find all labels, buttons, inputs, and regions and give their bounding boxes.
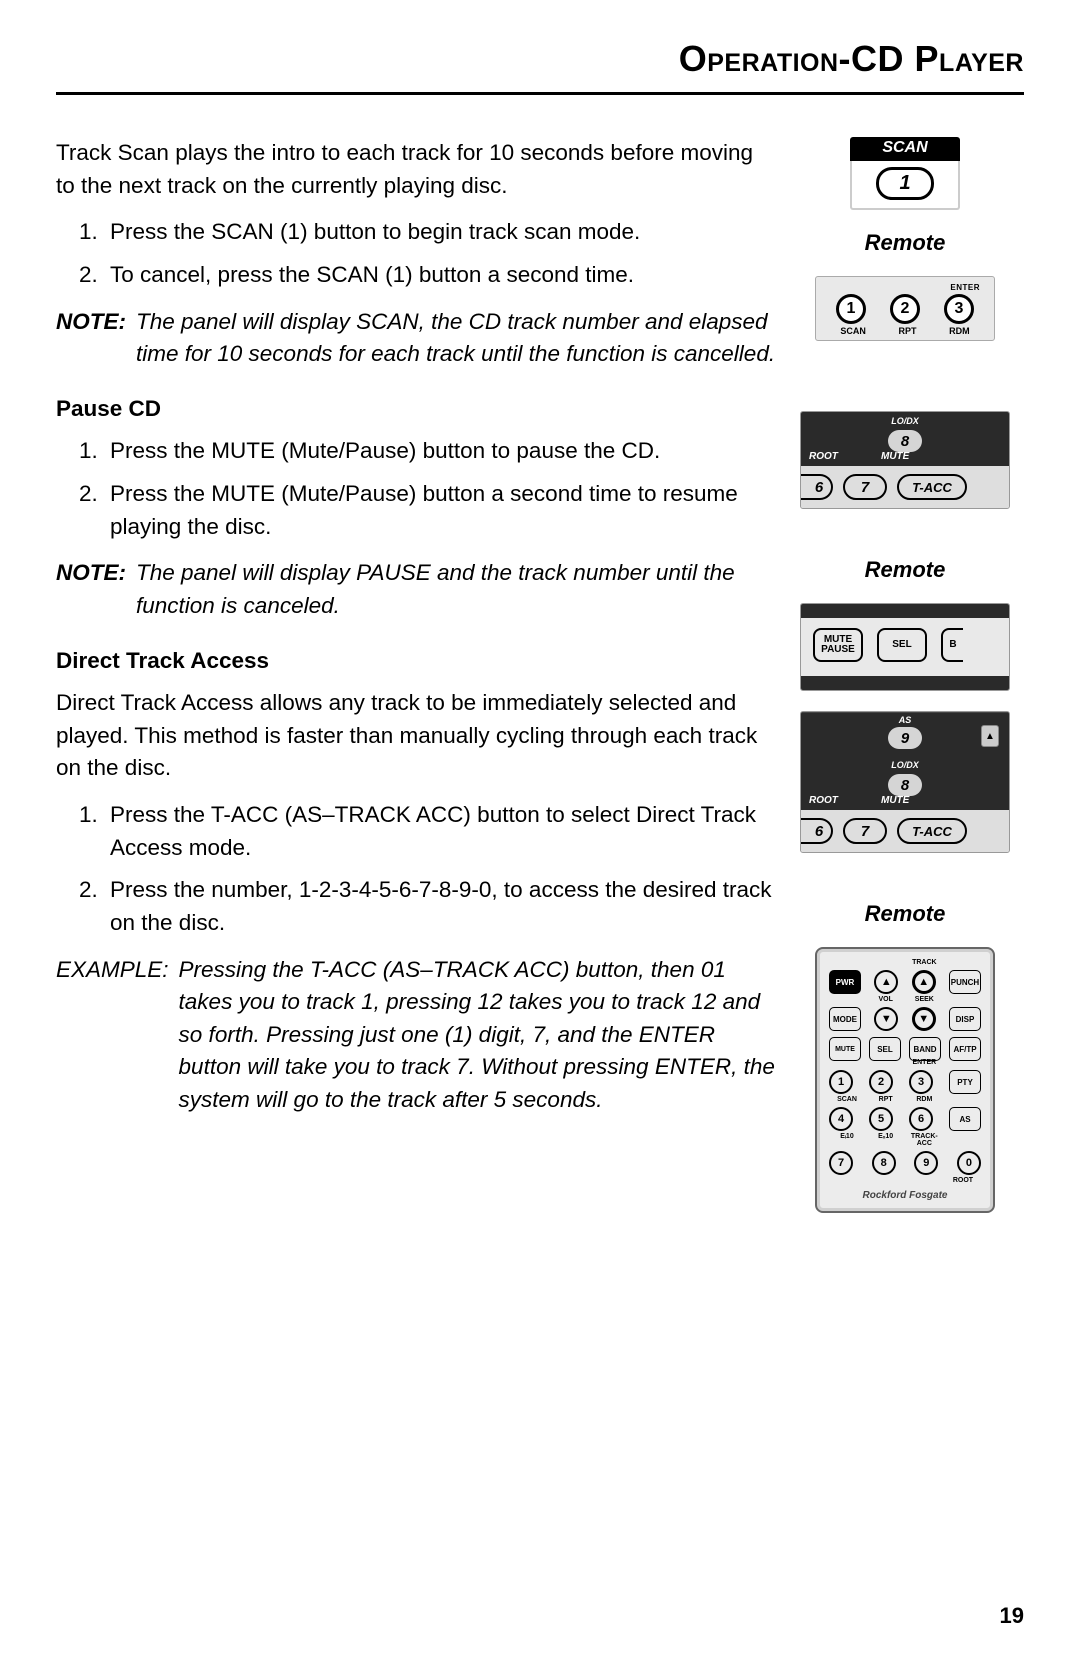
mute-label: MUTE [881, 451, 909, 462]
sel-button: SEL [877, 628, 927, 662]
scan-label: SCAN [850, 137, 960, 161]
remote-1: 1 [829, 1070, 853, 1094]
note-label: NOTE: [56, 557, 126, 622]
sel-remote-button: SEL [869, 1037, 901, 1061]
directtrack-example: EXAMPLE: Pressing the T-ACC (AS–TRACK AC… [56, 954, 776, 1117]
figure-remote-numbers: ENTER 1 2 3 SCAN RPT RDM [815, 276, 995, 341]
root-label-2: ROOT [809, 795, 838, 806]
note-text: The panel will display PAUSE and the tra… [136, 557, 776, 622]
directtrack-intro: Direct Track Access allows any track to … [56, 687, 776, 785]
mute-pause-button: MUTE PAUSE [813, 628, 863, 662]
figure-scan-button: SCAN 1 [850, 137, 960, 210]
remote-3: 3 [909, 1070, 933, 1094]
lodx-label: LO/DX [891, 416, 919, 426]
trackscan-step-1: Press the SCAN (1) button to begin track… [104, 216, 776, 249]
vol-down-button: ▼ [874, 1007, 898, 1031]
remote-4: 4 [829, 1107, 853, 1131]
pwr-button: PWR [829, 970, 861, 994]
remote-7: 7 [829, 1151, 853, 1175]
remote-2: 2 [869, 1070, 893, 1094]
b-button: B [941, 628, 963, 662]
band-button: BAND [909, 1037, 941, 1061]
disp-button: DISP [949, 1007, 981, 1031]
button-7: 7 [843, 474, 887, 500]
enter-label: ENTER [824, 283, 986, 292]
remote-label-1: Remote [865, 230, 946, 256]
vol-up-button: ▲ [874, 970, 898, 994]
button-tacc-b: T-ACC [897, 818, 967, 844]
example-label: EXAMPLE: [56, 954, 169, 1117]
example-text: Pressing the T-ACC (AS–TRACK ACC) button… [179, 954, 776, 1117]
pausecd-steps: Press the MUTE (Mute/Pause) button to pa… [56, 435, 776, 543]
seek-down-button: ▼ [912, 1007, 936, 1031]
punch-button: PUNCH [949, 970, 981, 994]
pausecd-note: NOTE: The panel will display PAUSE and t… [56, 557, 776, 622]
mute-label-2: MUTE [881, 795, 909, 806]
mode-button: MODE [829, 1007, 861, 1031]
pty-button: PTY [949, 1070, 981, 1094]
remote-5: 5 [869, 1107, 893, 1131]
remote-num-3: 3 [944, 294, 974, 324]
directtrack-heading: Direct Track Access [56, 645, 776, 678]
num-lab-rpt: RPT [899, 326, 917, 336]
remote-label-2: Remote [865, 557, 946, 583]
remote-9: 9 [914, 1151, 938, 1175]
side-column: SCAN 1 Remote ENTER 1 2 3 SCAN RPT RDM [800, 137, 1010, 1213]
trackscan-steps: Press the SCAN (1) button to begin track… [56, 216, 776, 291]
pausecd-step-1: Press the MUTE (Mute/Pause) button to pa… [104, 435, 776, 468]
num-lab-scan: SCAN [840, 326, 866, 336]
remote-num-1: 1 [836, 294, 866, 324]
directtrack-step-1: Press the T-ACC (AS–TRACK ACC) button to… [104, 799, 776, 864]
figure-full-remote: TRACK PWR ▲ ▲ PUNCH VOLSEEK MODE ▼ ▼ DIS… [815, 947, 995, 1213]
button-6b: 6 [800, 818, 833, 844]
pausecd-heading: Pause CD [56, 393, 776, 426]
remote-label-3: Remote [865, 901, 946, 927]
button-8b: 8 [888, 774, 922, 796]
trackscan-step-2: To cancel, press the SCAN (1) button a s… [104, 259, 776, 292]
remote-6: 6 [909, 1107, 933, 1131]
mute-pause-remote-button: MUTE [829, 1037, 861, 1061]
page-number: 19 [1000, 1603, 1024, 1629]
as-label: AS [899, 715, 912, 725]
directtrack-step-2: Press the number, 1-2-3-4-5-6-7-8-9-0, t… [104, 874, 776, 939]
lodx-label-2: LO/DX [891, 760, 919, 770]
remote-0: 0 [957, 1151, 981, 1175]
main-column: Track Scan plays the intro to each track… [56, 137, 776, 1213]
as-button: AS [949, 1107, 981, 1131]
aftp-button: AF/TP [949, 1037, 981, 1061]
figure-remote-mute-sel: MUTE PAUSE SEL B [800, 603, 1010, 691]
pausecd-step-2: Press the MUTE (Mute/Pause) button a sec… [104, 478, 776, 543]
button-8: 8 [888, 430, 922, 452]
header-title: Operation-CD Player [679, 38, 1024, 79]
scan-1-button: 1 [876, 167, 933, 200]
figure-panel-mute: LO/DX 8 ROOT MUTE 6 7 T-ACC [800, 411, 1010, 509]
page-header: Operation-CD Player [56, 38, 1024, 95]
seek-up-button: ▲ [912, 970, 936, 994]
root-label: ROOT [809, 451, 838, 462]
button-7b: 7 [843, 818, 887, 844]
button-9: 9 [888, 727, 922, 749]
note-text: The panel will display SCAN, the CD trac… [136, 306, 776, 371]
button-6: 6 [800, 474, 833, 500]
figure-panel-tacc: AS 9 ▲ LO/DX 8 ROOT MUTE 6 7 T-ACC [800, 711, 1010, 853]
trackscan-intro: Track Scan plays the intro to each track… [56, 137, 776, 202]
note-label: NOTE: [56, 306, 126, 371]
num-lab-rdm: RDM [949, 326, 970, 336]
directtrack-steps: Press the T-ACC (AS–TRACK ACC) button to… [56, 799, 776, 940]
remote-brand: Rockford Fosgate [829, 1190, 981, 1201]
trackscan-note: NOTE: The panel will display SCAN, the C… [56, 306, 776, 371]
remote-8: 8 [872, 1151, 896, 1175]
eject-icon: ▲ [981, 725, 999, 747]
button-tacc: T-ACC [897, 474, 967, 500]
remote-num-2: 2 [890, 294, 920, 324]
